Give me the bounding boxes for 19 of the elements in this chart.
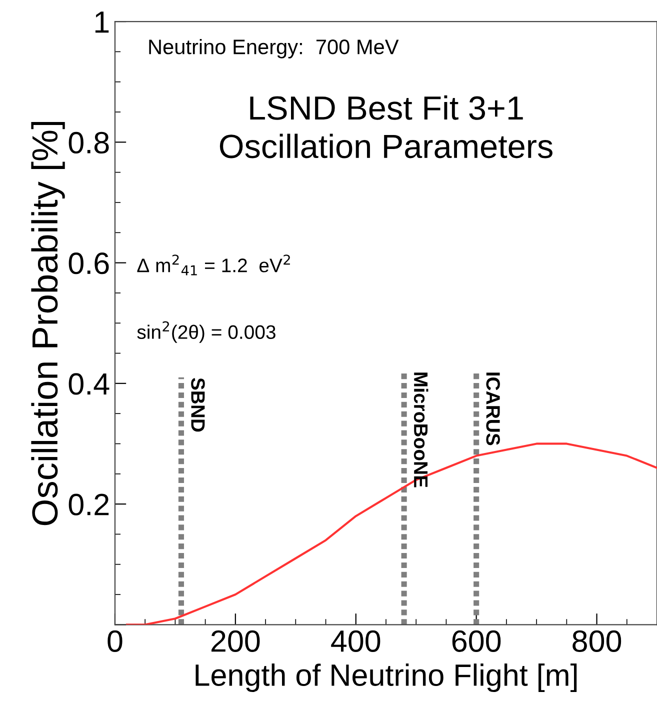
x-axis-title: Length of Neutrino Flight [m] — [196, 664, 577, 692]
x-tick-label: 200 — [211, 630, 260, 652]
y-tick-label: 0.6 — [68, 252, 109, 274]
annotation: sin$^{2}$(2θ) = 0.003 — [137, 321, 276, 343]
text: ICARUS — [486, 372, 500, 446]
annotation: Δ m$^{2}$$_{41}$ = 1.2 eV$^{2}$ — [137, 254, 290, 276]
y-axis-title: Oscillation Probability [%] — [31, 122, 65, 526]
y-tick-label: 0.2 — [68, 494, 109, 516]
y-tick-label: 1 — [95, 12, 109, 33]
text: LSND Best Fit 3+1 Oscillation Parameters — [220, 95, 552, 158]
x-tick-label: 0 — [108, 630, 122, 652]
text: MicroBooNE — [414, 372, 428, 488]
x-tick-label: 400 — [331, 630, 380, 652]
text: SBND — [191, 378, 205, 432]
x-tick-label: 600 — [452, 630, 501, 652]
y-tick-label: 0.4 — [68, 373, 110, 395]
x-tick-label: 800 — [572, 630, 622, 652]
y-tick-label: 0.8 — [68, 132, 109, 154]
annotation: Neutrino Energy: 700 MeV — [149, 38, 399, 58]
